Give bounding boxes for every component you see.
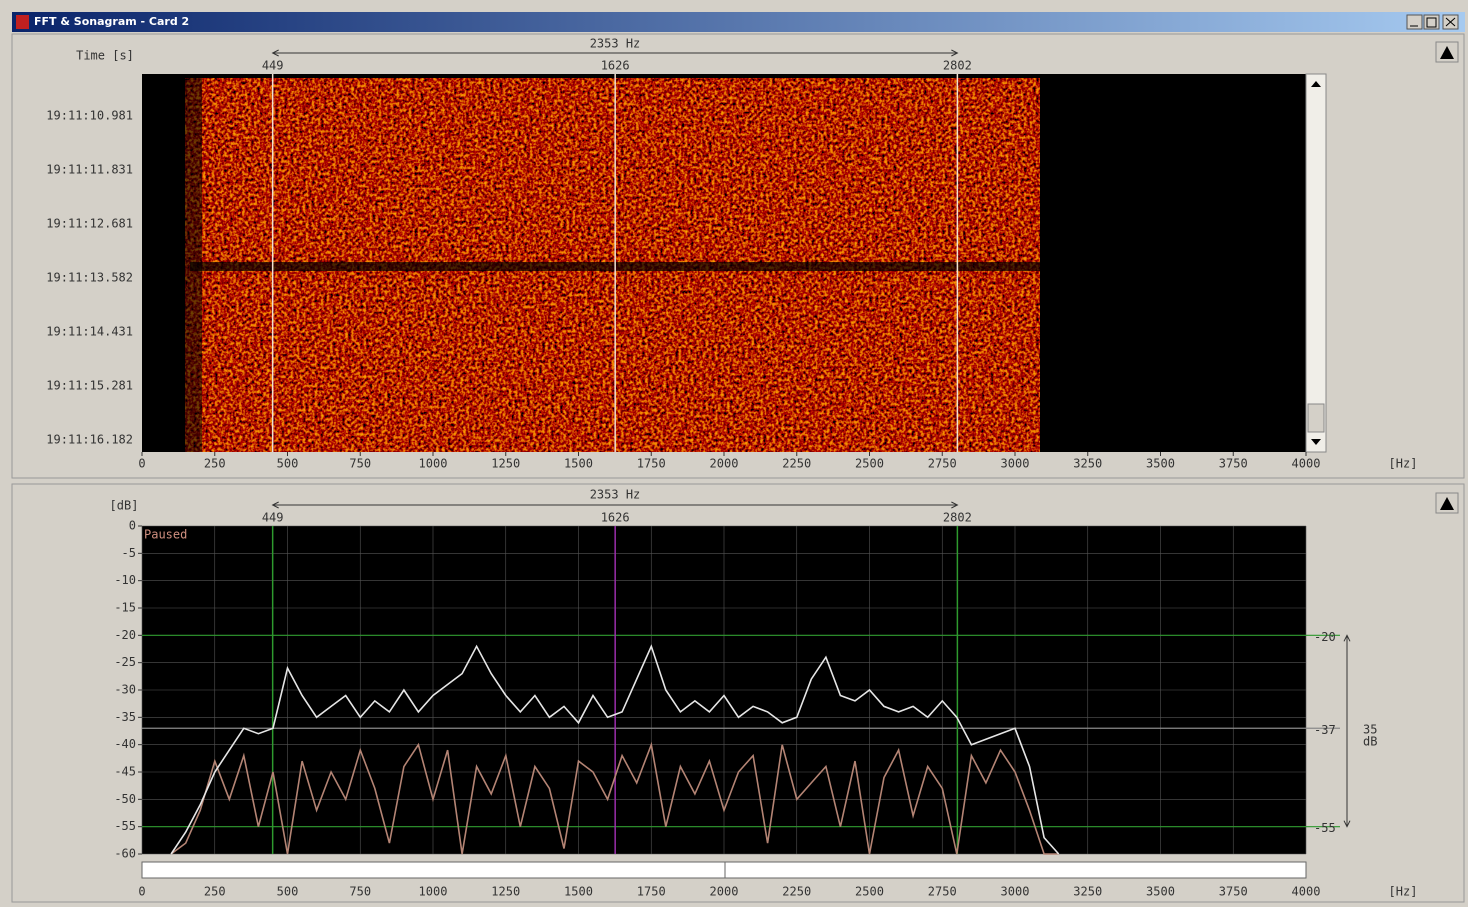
x-tick-label: 1000 [419,457,448,471]
cursor-label: 449 [262,511,284,525]
y-tick-label: 0 [129,519,136,533]
x-tick-label: 2250 [782,457,811,471]
title-bar [12,12,1465,32]
time-label: 19:11:13.582 [46,271,133,285]
x-tick-label: 1750 [637,885,666,899]
time-label: 19:11:11.831 [46,163,133,177]
x-tick-label: 1500 [564,457,593,471]
app-icon [16,15,29,29]
x-tick-label: 3000 [1001,457,1030,471]
x-tick-label: 4000 [1292,457,1321,471]
x-tick-label: 3750 [1219,885,1248,899]
x-tick-label: 250 [204,885,226,899]
frequency-slider[interactable] [142,862,1306,878]
y-tick-label: -45 [114,765,136,779]
x-tick-label: 1500 [564,885,593,899]
x-tick-label: 1250 [491,885,520,899]
x-tick-label: 3500 [1146,885,1175,899]
y-tick-label: -50 [114,792,136,806]
y-tick-label: -55 [114,819,136,833]
y-tick-label: -10 [114,573,136,587]
span-label: 2353 Hz [590,488,641,502]
window-controls [1407,15,1458,29]
y-tick-label: -5 [122,546,136,560]
x-tick-label: 2000 [710,457,739,471]
x-tick-label: 1750 [637,457,666,471]
x-tick-label: 2750 [928,457,957,471]
x-tick-label: 3500 [1146,457,1175,471]
span-label: 2353 Hz [590,37,641,51]
x-tick-label: 1000 [419,885,448,899]
x-tick-label: 3250 [1073,885,1102,899]
y-tick-label: -20 [114,628,136,642]
time-label: 19:11:16.182 [46,433,133,447]
time-label: 19:11:14.431 [46,325,133,339]
time-label: 19:11:15.281 [46,379,133,393]
x-unit: [Hz] [1389,457,1418,471]
cursor-label: 2802 [943,59,972,73]
y-tick-label: -30 [114,683,136,697]
x-tick-label: 3750 [1219,457,1248,471]
x-tick-label: 2500 [855,885,884,899]
y-tick-label: -40 [114,737,136,751]
time-label: 19:11:10.981 [46,109,133,123]
x-tick-label: 500 [277,885,299,899]
x-unit: [Hz] [1389,885,1418,899]
cursor-label: 1626 [601,511,630,525]
y-tick-label: -35 [114,710,136,724]
x-tick-label: 500 [277,457,299,471]
x-tick-label: 750 [349,457,371,471]
window: FFT & Sonagram - Card 2 Time [s] 2353 Hz… [0,0,1468,903]
reference-label: -37 [1314,723,1336,737]
range-unit: dB [1363,735,1377,749]
y-tick-label: -15 [114,601,136,615]
x-tick-label: 2500 [855,457,884,471]
scrollbar[interactable] [1306,74,1326,452]
y-axis-label: [dB] [110,499,139,513]
cursor-label: 1626 [601,59,630,73]
scroll-thumb[interactable] [1308,404,1324,432]
time-label: 19:11:12.681 [46,217,133,231]
x-tick-label: 3250 [1073,457,1102,471]
x-tick-label: 2750 [928,885,957,899]
time-axis-label: Time [s] [76,49,134,63]
y-tick-label: -60 [114,847,136,861]
x-tick-label: 4000 [1292,885,1321,899]
x-tick-label: 0 [138,885,145,899]
cursor-label: 2802 [943,511,972,525]
x-tick-label: 1250 [491,457,520,471]
reference-label: -55 [1314,821,1336,835]
x-tick-label: 3000 [1001,885,1030,899]
cursor-label: 449 [262,59,284,73]
window-title: FFT & Sonagram - Card 2 [34,15,189,28]
x-tick-label: 2000 [710,885,739,899]
y-tick-label: -25 [114,655,136,669]
minimize-button[interactable] [1407,15,1422,29]
x-tick-label: 0 [138,457,145,471]
x-tick-label: 2250 [782,885,811,899]
reference-label: -20 [1314,630,1336,644]
x-tick-label: 750 [349,885,371,899]
status-label: Paused [144,528,187,542]
x-tick-label: 250 [204,457,226,471]
